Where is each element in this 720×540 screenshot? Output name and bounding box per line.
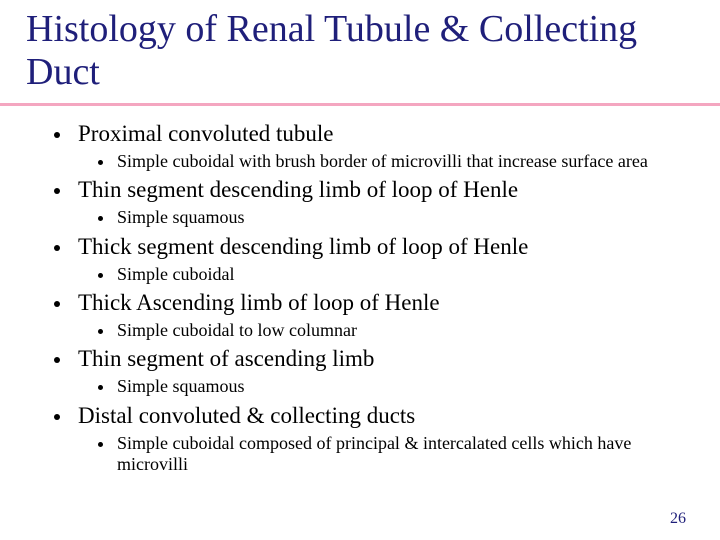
list-item: Thick segment descending limb of loop of… — [40, 233, 680, 262]
main-text: Thick segment descending limb of loop of… — [78, 233, 528, 262]
title-underline — [0, 103, 720, 106]
page-number: 26 — [670, 510, 686, 528]
list-item: Thin segment of ascending limb — [40, 345, 680, 374]
list-item: Proximal convoluted tubule — [40, 120, 680, 149]
list-item: Thick Ascending limb of loop of Henle — [40, 289, 680, 318]
list-item: Thin segment descending limb of loop of … — [40, 176, 680, 205]
bullet-icon — [98, 329, 103, 334]
bullet-icon — [54, 301, 60, 307]
main-text: Proximal convoluted tubule — [78, 120, 334, 149]
bullet-icon — [98, 273, 103, 278]
main-text: Thin segment of ascending limb — [78, 345, 374, 374]
slide-title: Histology of Renal Tubule & Collecting D… — [0, 0, 720, 99]
sub-text: Simple squamous — [117, 207, 245, 229]
bullet-icon — [54, 357, 60, 363]
content-area: Proximal convoluted tubule Simple cuboid… — [0, 120, 720, 476]
main-text: Thin segment descending limb of loop of … — [78, 176, 518, 205]
bullet-icon — [54, 188, 60, 194]
sub-list-item: Simple cuboidal to low columnar — [40, 320, 680, 342]
sub-list-item: Simple cuboidal — [40, 264, 680, 286]
sub-list-item: Simple cuboidal with brush border of mic… — [40, 151, 680, 173]
sub-text: Simple squamous — [117, 376, 245, 398]
main-text: Distal convoluted & collecting ducts — [78, 402, 415, 431]
sub-list-item: Simple squamous — [40, 376, 680, 398]
sub-list-item: Simple squamous — [40, 207, 680, 229]
list-item: Distal convoluted & collecting ducts — [40, 402, 680, 431]
bullet-icon — [98, 160, 103, 165]
sub-text: Simple cuboidal composed of principal & … — [117, 433, 650, 476]
bullet-icon — [98, 216, 103, 221]
sub-list-item: Simple cuboidal composed of principal & … — [40, 433, 680, 476]
sub-text: Simple cuboidal to low columnar — [117, 320, 357, 342]
sub-text: Simple cuboidal with brush border of mic… — [117, 151, 648, 173]
bullet-icon — [54, 245, 60, 251]
bullet-icon — [54, 414, 60, 420]
sub-text: Simple cuboidal — [117, 264, 234, 286]
bullet-icon — [98, 385, 103, 390]
main-text: Thick Ascending limb of loop of Henle — [78, 289, 440, 318]
bullet-icon — [54, 132, 60, 138]
bullet-icon — [98, 442, 103, 447]
